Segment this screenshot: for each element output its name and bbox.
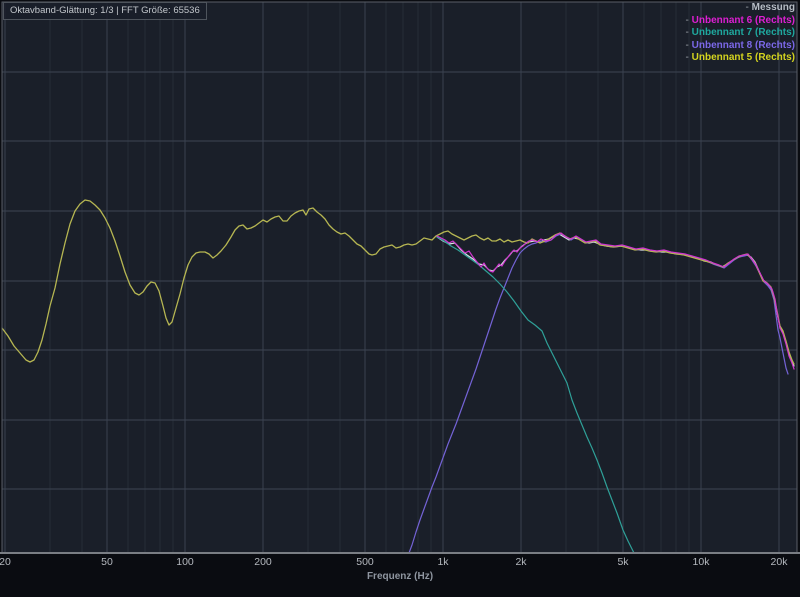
legend-dash: - <box>685 27 692 38</box>
legend-label: Messung <box>751 2 795 13</box>
x-tick-200: 200 <box>254 556 272 568</box>
curve-unbennant-7-rechts <box>436 236 635 554</box>
legend-item-4[interactable]: - Unbennant 5 (Rechts) <box>686 52 795 65</box>
x-tick-1k: 1k <box>437 556 449 568</box>
legend: - Messung - Unbennant 6 (Rechts) - Unbenna… <box>686 2 795 65</box>
legend-item-0[interactable]: - Messung <box>686 2 795 15</box>
legend-item-3[interactable]: - Unbennant 8 (Rechts) <box>686 40 795 53</box>
legend-label: Unbennant 5 (Rechts) <box>691 52 795 63</box>
x-tick-20: 20 <box>0 556 11 568</box>
x-tick-2k: 2k <box>515 556 527 568</box>
legend-dash: - <box>685 52 692 63</box>
legend-dash: - <box>685 14 692 26</box>
x-tick-20k: 20k <box>770 556 788 568</box>
x-tick-10k: 10k <box>692 556 710 568</box>
legend-item-1[interactable]: - Unbennant 6 (Rechts) <box>686 15 795 28</box>
legend-dash: - <box>745 2 752 13</box>
curve-unbennant-6-rechts <box>436 232 795 370</box>
legend-dash: - <box>685 39 692 51</box>
x-axis-title: Frequenz (Hz) <box>366 571 434 582</box>
legend-label: Unbennant 8 (Rechts) <box>691 39 795 51</box>
x-tick-5k: 5k <box>617 556 629 568</box>
legend-item-2[interactable]: - Unbennant 7 (Rechts) <box>686 27 795 40</box>
x-axis-ticks: 20 50 100 200 500 1k 2k 5k 10k 20k <box>0 556 800 569</box>
x-tick-100: 100 <box>176 556 194 568</box>
x-tick-500: 500 <box>356 556 374 568</box>
smoothing-info-box: Oktavband-Glättung: 1/3 | FFT Größe: 655… <box>3 2 207 20</box>
plot-area <box>2 2 797 553</box>
legend-label: Unbennant 7 (Rechts) <box>691 27 795 38</box>
smoothing-info-text: Oktavband-Glättung: 1/3 | FFT Größe: 655… <box>10 5 200 16</box>
x-tick-50: 50 <box>101 556 113 568</box>
legend-label: Unbennant 6 (Rechts) <box>691 14 795 26</box>
curve-unbennant-5-rechts <box>1 199 795 365</box>
